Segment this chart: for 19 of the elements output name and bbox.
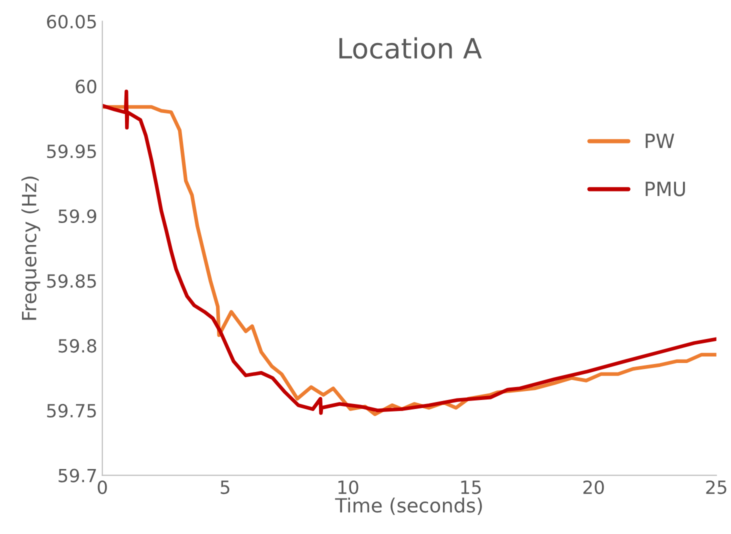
x-tick-label: 20 xyxy=(583,480,604,494)
x-tick-label: 10 xyxy=(338,480,358,494)
y-tick-label: 59.8 xyxy=(58,339,96,353)
y-tick-label: 59.7 xyxy=(58,468,96,482)
legend-label: PW xyxy=(646,134,674,148)
chart-title: Location A xyxy=(339,37,482,59)
x-tick-label: 15 xyxy=(461,480,481,494)
x-axis-title: Time (seconds) xyxy=(335,498,482,515)
y-tick-label: 60 xyxy=(76,80,96,94)
x-tick-label: 5 xyxy=(220,480,230,494)
x-tick-label: 25 xyxy=(706,480,726,494)
y-tick-label: 59.75 xyxy=(47,404,96,418)
legend-label: PMU xyxy=(646,182,685,196)
y-axis-title: Frequency (Hz) xyxy=(21,176,40,320)
y-tick-label: 59.95 xyxy=(47,144,96,158)
x-tick-label: 0 xyxy=(98,480,107,494)
y-tick-label: 59.9 xyxy=(58,209,96,224)
y-tick-label: 59.85 xyxy=(47,274,96,288)
y-tick-label: 60.05 xyxy=(47,14,96,28)
